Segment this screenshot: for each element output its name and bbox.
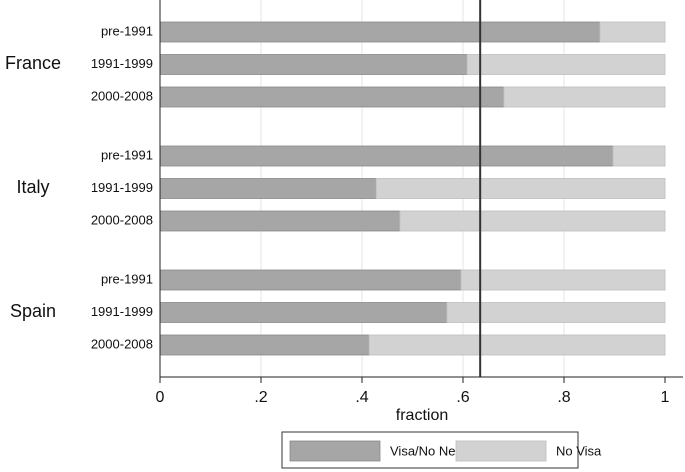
group-label: Spain	[10, 301, 56, 321]
bar-segment	[446, 302, 666, 323]
legend-label: No Visa	[556, 443, 602, 458]
category-label: pre-1991	[101, 147, 153, 162]
category-label: 1991-1999	[91, 304, 153, 319]
legend-swatch	[289, 440, 381, 462]
category-label: 2000-2008	[91, 336, 153, 351]
category-label: 2000-2008	[91, 212, 153, 227]
bar-segment	[399, 210, 666, 232]
bar-segment	[612, 145, 666, 167]
group-label: Italy	[16, 177, 49, 197]
bar-segment	[460, 269, 666, 291]
bar-segment	[159, 334, 370, 356]
x-tick-label: 1	[661, 389, 670, 406]
bar-segment	[368, 334, 666, 356]
bar-segment	[159, 178, 377, 199]
bar-segment	[159, 21, 601, 43]
group-label: France	[5, 53, 61, 73]
bar-segment	[599, 21, 666, 43]
bar-segment	[466, 54, 666, 75]
category-label: 1991-1999	[91, 180, 153, 195]
category-label: pre-1991	[101, 271, 153, 286]
x-tick-label: .6	[456, 389, 469, 406]
bar-segment	[159, 302, 448, 323]
x-tick-label: 0	[156, 389, 165, 406]
category-label: pre-1991	[101, 23, 153, 38]
bar-segment	[159, 54, 468, 75]
bar-segment	[159, 210, 401, 232]
category-label: 1991-1999	[91, 56, 153, 71]
bar-segment	[503, 86, 666, 108]
bar-segment	[159, 269, 462, 291]
bar-segment	[159, 86, 505, 108]
x-tick-label: .2	[254, 389, 267, 406]
legend-swatch	[455, 440, 547, 462]
bar-segment	[375, 178, 666, 199]
legend-label: Visa/No Need	[390, 443, 470, 458]
x-axis-label: fraction	[396, 407, 448, 424]
x-tick-label: .8	[557, 389, 570, 406]
bar-segment	[159, 145, 614, 167]
category-label: 2000-2008	[91, 88, 153, 103]
x-tick-label: .4	[355, 389, 368, 406]
